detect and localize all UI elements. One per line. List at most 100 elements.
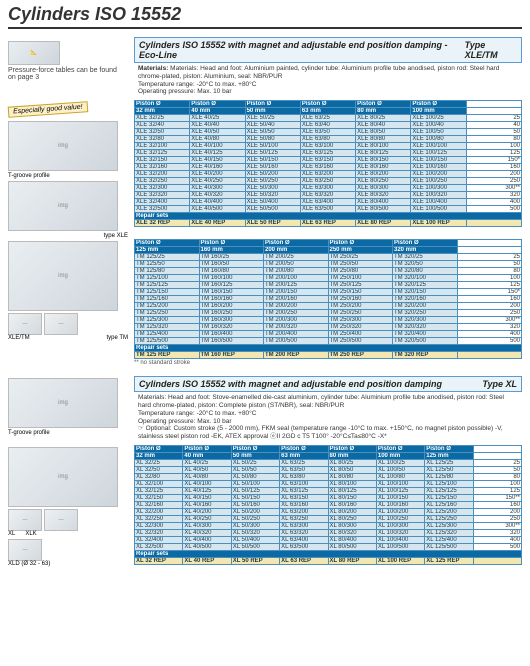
part-cell: XLE 63/300 <box>300 185 355 192</box>
part-cell: XLE 80/320 <box>356 192 411 199</box>
part-cell: XL 80/160 <box>328 501 376 508</box>
part-cell: XL 100/160 <box>376 501 424 508</box>
col-header-diameter: 250 mm <box>328 247 393 254</box>
part-cell: XL 50/300 <box>231 522 279 529</box>
part-cell: XLE 100/40 <box>411 122 466 129</box>
part-cell: TM 320/100 <box>393 275 458 282</box>
part-cell: XLE 40/400 <box>190 199 245 206</box>
repair-cell: XL 100 REP <box>376 557 424 564</box>
part-cell: XL 100/320 <box>376 529 424 536</box>
col-header-diameter: 50 mm <box>245 108 300 115</box>
col-header-piston: Piston Ø <box>300 101 355 108</box>
table-row: XLE 32/150XLE 40/150XLE 50/150XLE 63/150… <box>135 157 522 164</box>
part-cell: XL 100/80 <box>376 473 424 480</box>
part-cell: TM 125/160 <box>135 296 200 303</box>
part-cell: XL 50/500 <box>231 543 279 550</box>
stroke-cell: 80 <box>466 136 521 143</box>
col-header-piston: Piston Ø <box>356 101 411 108</box>
section-xl: img T-groove profile Cylinders ISO 15552… <box>8 376 522 567</box>
col-header-diameter: 40 mm <box>183 452 231 459</box>
part-cell: XLE 32/160 <box>135 164 190 171</box>
part-cell: XLE 50/25 <box>245 115 300 122</box>
table-row: XL 32/200XL 40/200XL 50/200XL 63/200XL 8… <box>135 508 522 515</box>
part-cell: XL 32/160 <box>135 501 183 508</box>
part-cell: TM 320/80 <box>393 268 458 275</box>
part-cell: XL 80/500 <box>328 543 376 550</box>
col-header-piston: Piston Ø <box>190 101 245 108</box>
part-cell: TM 320/300 <box>393 317 458 324</box>
side-note: 📐 Pressure-force tables can be found on … <box>8 37 128 83</box>
part-cell: XLE 40/200 <box>190 171 245 178</box>
part-cell: XLE 80/50 <box>356 129 411 136</box>
part-cell: XL 80/80 <box>328 473 376 480</box>
part-cell: XLE 100/25 <box>411 115 466 122</box>
repair-label: Repair sets <box>135 345 522 352</box>
part-cell: TM 125/200 <box>135 303 200 310</box>
pressure-table-icon: 📐 <box>8 41 60 65</box>
part-cell: TM 250/320 <box>328 324 393 331</box>
part-cell: TM 200/150 <box>264 289 329 296</box>
part-cell: XLE 32/250 <box>135 178 190 185</box>
stroke-cell: 200 <box>457 303 522 310</box>
table-xle: Piston ØPiston ØPiston ØPiston ØPiston Ø… <box>134 100 522 227</box>
part-cell: XL 63/250 <box>280 515 328 522</box>
part-cell: XLE 40/40 <box>190 122 245 129</box>
part-cell: XL 50/320 <box>231 529 279 536</box>
table-row: XL 32/400XL 40/400XL 50/400XL 63/400XL 8… <box>135 536 522 543</box>
part-cell: XLE 50/200 <box>245 171 300 178</box>
col-header-diameter: 100 mm <box>411 108 466 115</box>
part-cell: TM 125/320 <box>135 324 200 331</box>
part-cell: TM 160/320 <box>199 324 264 331</box>
col-header-diameter: 63 mm <box>280 452 328 459</box>
stroke-cell: 320 <box>457 324 522 331</box>
part-cell: XL 50/100 <box>231 480 279 487</box>
img-label-xl: XL <box>8 531 15 537</box>
table-row: TM 125/100TM 160/100TM 200/100TM 250/100… <box>135 275 522 282</box>
part-cell: XL 80/150 <box>328 494 376 501</box>
part-cell: XLE 63/320 <box>300 192 355 199</box>
part-cell: XLE 40/50 <box>190 129 245 136</box>
repair-cell: TM 125 REP <box>135 352 200 359</box>
stroke-cell: 500 <box>473 543 521 550</box>
part-cell: XL 80/25 <box>328 459 376 466</box>
table-row: XL 32/80XL 40/80XL 50/80XL 63/80XL 80/80… <box>135 473 522 480</box>
stroke-cell: 150* <box>457 289 522 296</box>
stroke-cell: 25 <box>473 459 521 466</box>
col-header-diameter: 63 mm <box>300 108 355 115</box>
part-cell: XL 40/125 <box>183 487 231 494</box>
part-cell: TM 250/160 <box>328 296 393 303</box>
part-cell: XL 125/50 <box>425 466 473 473</box>
part-cell: TM 160/50 <box>199 261 264 268</box>
part-cell: XL 100/125 <box>376 487 424 494</box>
table-row: XL 32/125XL 40/125XL 50/125XL 63/125XL 8… <box>135 487 522 494</box>
table-row: TM 125/125TM 160/125TM 200/125TM 250/125… <box>135 282 522 289</box>
section2-materials: Materials: Head and foot: Stove-enamelle… <box>138 394 518 410</box>
table-row: TM 125/150TM 160/150TM 200/150TM 250/150… <box>135 289 522 296</box>
part-cell: XL 40/250 <box>183 515 231 522</box>
col-header-stroke: Stroke <box>473 445 521 452</box>
stroke-cell: 40 <box>466 122 521 129</box>
part-cell: TM 200/500 <box>264 338 329 345</box>
stroke-cell: 400 <box>473 536 521 543</box>
part-cell: XL 125/200 <box>425 508 473 515</box>
part-cell: XLE 32/150 <box>135 157 190 164</box>
section1-header: Cylinders ISO 15552 with magnet and adju… <box>134 37 522 63</box>
part-cell: XL 63/25 <box>280 459 328 466</box>
part-cell: XL 100/50 <box>376 466 424 473</box>
part-cell: XL 40/320 <box>183 529 231 536</box>
part-cell: XL 80/100 <box>328 480 376 487</box>
part-cell: XL 125/250 <box>425 515 473 522</box>
part-cell: XLE 40/160 <box>190 164 245 171</box>
table-row: XLE 32/500XLE 40/500XLE 50/500XLE 63/500… <box>135 206 522 213</box>
part-cell: XLE 63/80 <box>300 136 355 143</box>
repair-cell: XL 125 REP <box>425 557 473 564</box>
section2-temp: Temperature range: -20°C to max. +80°C <box>138 410 518 418</box>
part-cell: XLE 50/125 <box>245 150 300 157</box>
part-cell: XL 63/150 <box>280 494 328 501</box>
part-cell: XL 63/50 <box>280 466 328 473</box>
part-cell: XL 63/200 <box>280 508 328 515</box>
part-cell: XLE 50/40 <box>245 122 300 129</box>
materials-label: Materials: <box>138 65 168 72</box>
part-cell: XLE 50/300 <box>245 185 300 192</box>
table-row: TM 125/250TM 160/250TM 200/250TM 250/250… <box>135 310 522 317</box>
